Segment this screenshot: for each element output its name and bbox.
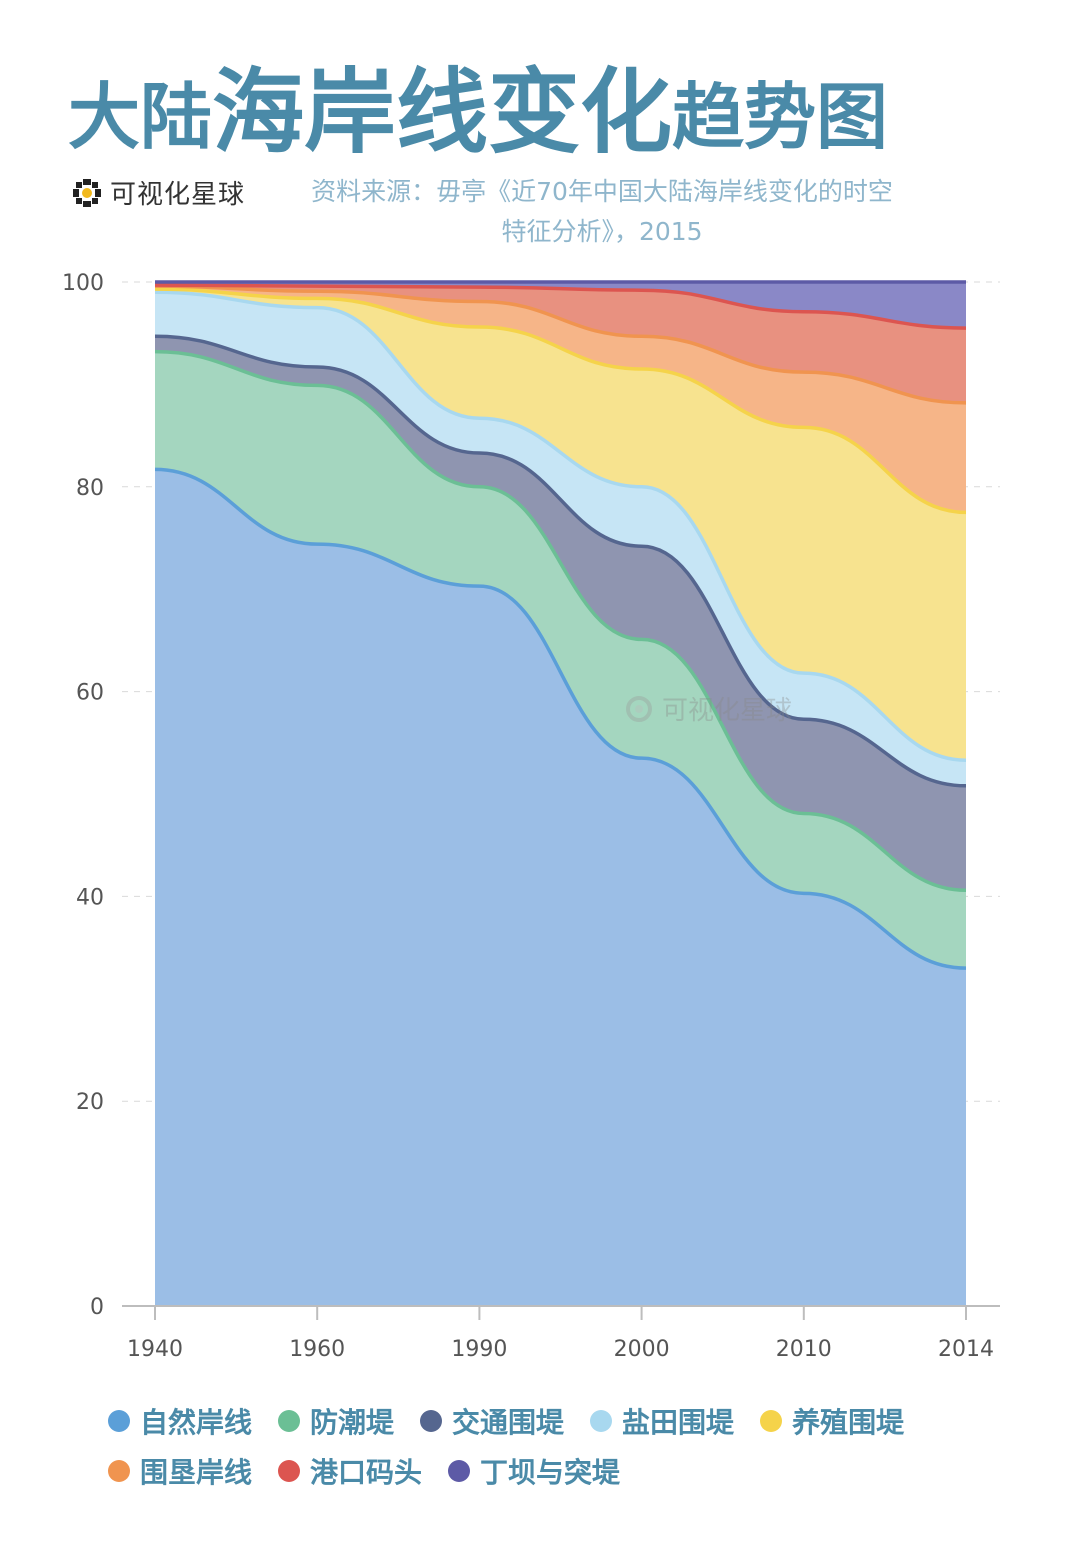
x-tick-label: 2010 <box>776 1337 832 1362</box>
legend-swatch <box>108 1460 130 1482</box>
series-line-2 <box>154 349 967 893</box>
legend-swatch <box>278 1410 301 1432</box>
legend-swatch <box>108 1410 130 1432</box>
brand: 可视化星球 <box>72 174 245 211</box>
area-series-5 <box>155 289 966 761</box>
legend-label: 港口码头 <box>310 1456 423 1489</box>
legend: 自然岸线 防潮堤 交通围堤 盐田围堤 养殖围堤 围垦岸线 港口码头 丁坝与突堤 <box>108 1396 1028 1496</box>
source-line-1: 资料来源：毋亭《近70年中国大陆海岸线变化的时空 <box>311 177 893 206</box>
series-line-4 <box>154 290 967 762</box>
legend-row: 围垦岸线 港口码头 丁坝与突堤 <box>108 1446 1028 1496</box>
x-tick-label: 2000 <box>614 1337 670 1362</box>
x-tick-label: 1960 <box>289 1337 345 1362</box>
y-tick-label: 60 <box>76 681 104 706</box>
legend-label: 养殖围堤 <box>792 1406 905 1439</box>
legend-item: 盐田围堤 <box>590 1401 734 1441</box>
legend-item: 自然岸线 <box>108 1401 252 1441</box>
legend-swatch <box>590 1410 613 1432</box>
area-series-7 <box>155 285 966 403</box>
legend-item: 交通围堤 <box>420 1401 564 1441</box>
series-line-7 <box>154 283 967 330</box>
legend-item: 丁坝与突堤 <box>448 1451 620 1491</box>
source-line-2: 特征分析》，2015 <box>501 217 703 246</box>
series-line-5 <box>154 287 967 515</box>
legend-item: 养殖围堤 <box>760 1401 904 1441</box>
stacked-area-chart: 0 20 40 60 80 100 1940 1960 1990 2000 2010 2014 <box>62 271 1000 1362</box>
area-series-1 <box>155 469 966 1307</box>
legend-row: 自然岸线 防潮堤 交通围堤 盐田围堤 养殖围堤 <box>108 1396 1028 1446</box>
legend-swatch <box>448 1460 471 1482</box>
legend-label: 交通围堤 <box>452 1406 565 1439</box>
x-tick-label: 1940 <box>127 1337 183 1362</box>
title-part-3: 趋势图 <box>672 74 889 159</box>
watermark-logo-icon <box>626 695 652 722</box>
y-tick-label: 0 <box>90 1295 104 1320</box>
source-note: 资料来源：毋亭《近70年中国大陆海岸线变化的时空 特征分析》，2015 <box>272 172 932 252</box>
legend-item: 防潮堤 <box>278 1401 394 1441</box>
watermark-text: 可视化星球 <box>662 696 793 726</box>
brand-name: 可视化星球 <box>110 180 246 210</box>
x-tick-label: 2014 <box>938 1337 994 1362</box>
area-layers <box>155 282 966 1307</box>
legend-swatch <box>760 1410 783 1432</box>
legend-label: 自然岸线 <box>140 1406 253 1439</box>
area-series-2 <box>155 351 966 969</box>
area-top-lines <box>154 280 967 970</box>
title-part-1: 大陆 <box>68 74 213 159</box>
legend-label: 防潮堤 <box>310 1406 395 1439</box>
area-series-6 <box>155 286 966 513</box>
watermark: 可视化星球 <box>624 690 792 727</box>
legend-item: 港口码头 <box>278 1451 422 1491</box>
legend-swatch <box>278 1460 301 1482</box>
y-tick-label: 80 <box>76 476 104 501</box>
series-line-3 <box>154 334 967 788</box>
legend-label: 丁坝与突堤 <box>480 1456 621 1489</box>
legend-label: 围垦岸线 <box>140 1456 253 1489</box>
legend-label: 盐田围堤 <box>622 1406 735 1439</box>
series-line-1 <box>154 467 967 970</box>
planet-logo-icon <box>73 178 101 207</box>
area-series-8 <box>155 282 966 329</box>
legend-swatch <box>420 1410 443 1432</box>
x-tick-label: 1990 <box>451 1337 507 1362</box>
series-line-6 <box>154 284 967 405</box>
area-series-3 <box>155 336 966 891</box>
y-tick-label: 20 <box>76 1090 104 1115</box>
y-tick-label: 40 <box>76 885 104 910</box>
area-series-4 <box>155 292 966 786</box>
legend-item: 围垦岸线 <box>108 1451 252 1491</box>
title-part-2: 海岸线变化 <box>212 58 673 166</box>
y-tick-label: 100 <box>62 271 104 296</box>
chart-title: 大陆 海岸线变化 趋势图 <box>68 52 888 162</box>
